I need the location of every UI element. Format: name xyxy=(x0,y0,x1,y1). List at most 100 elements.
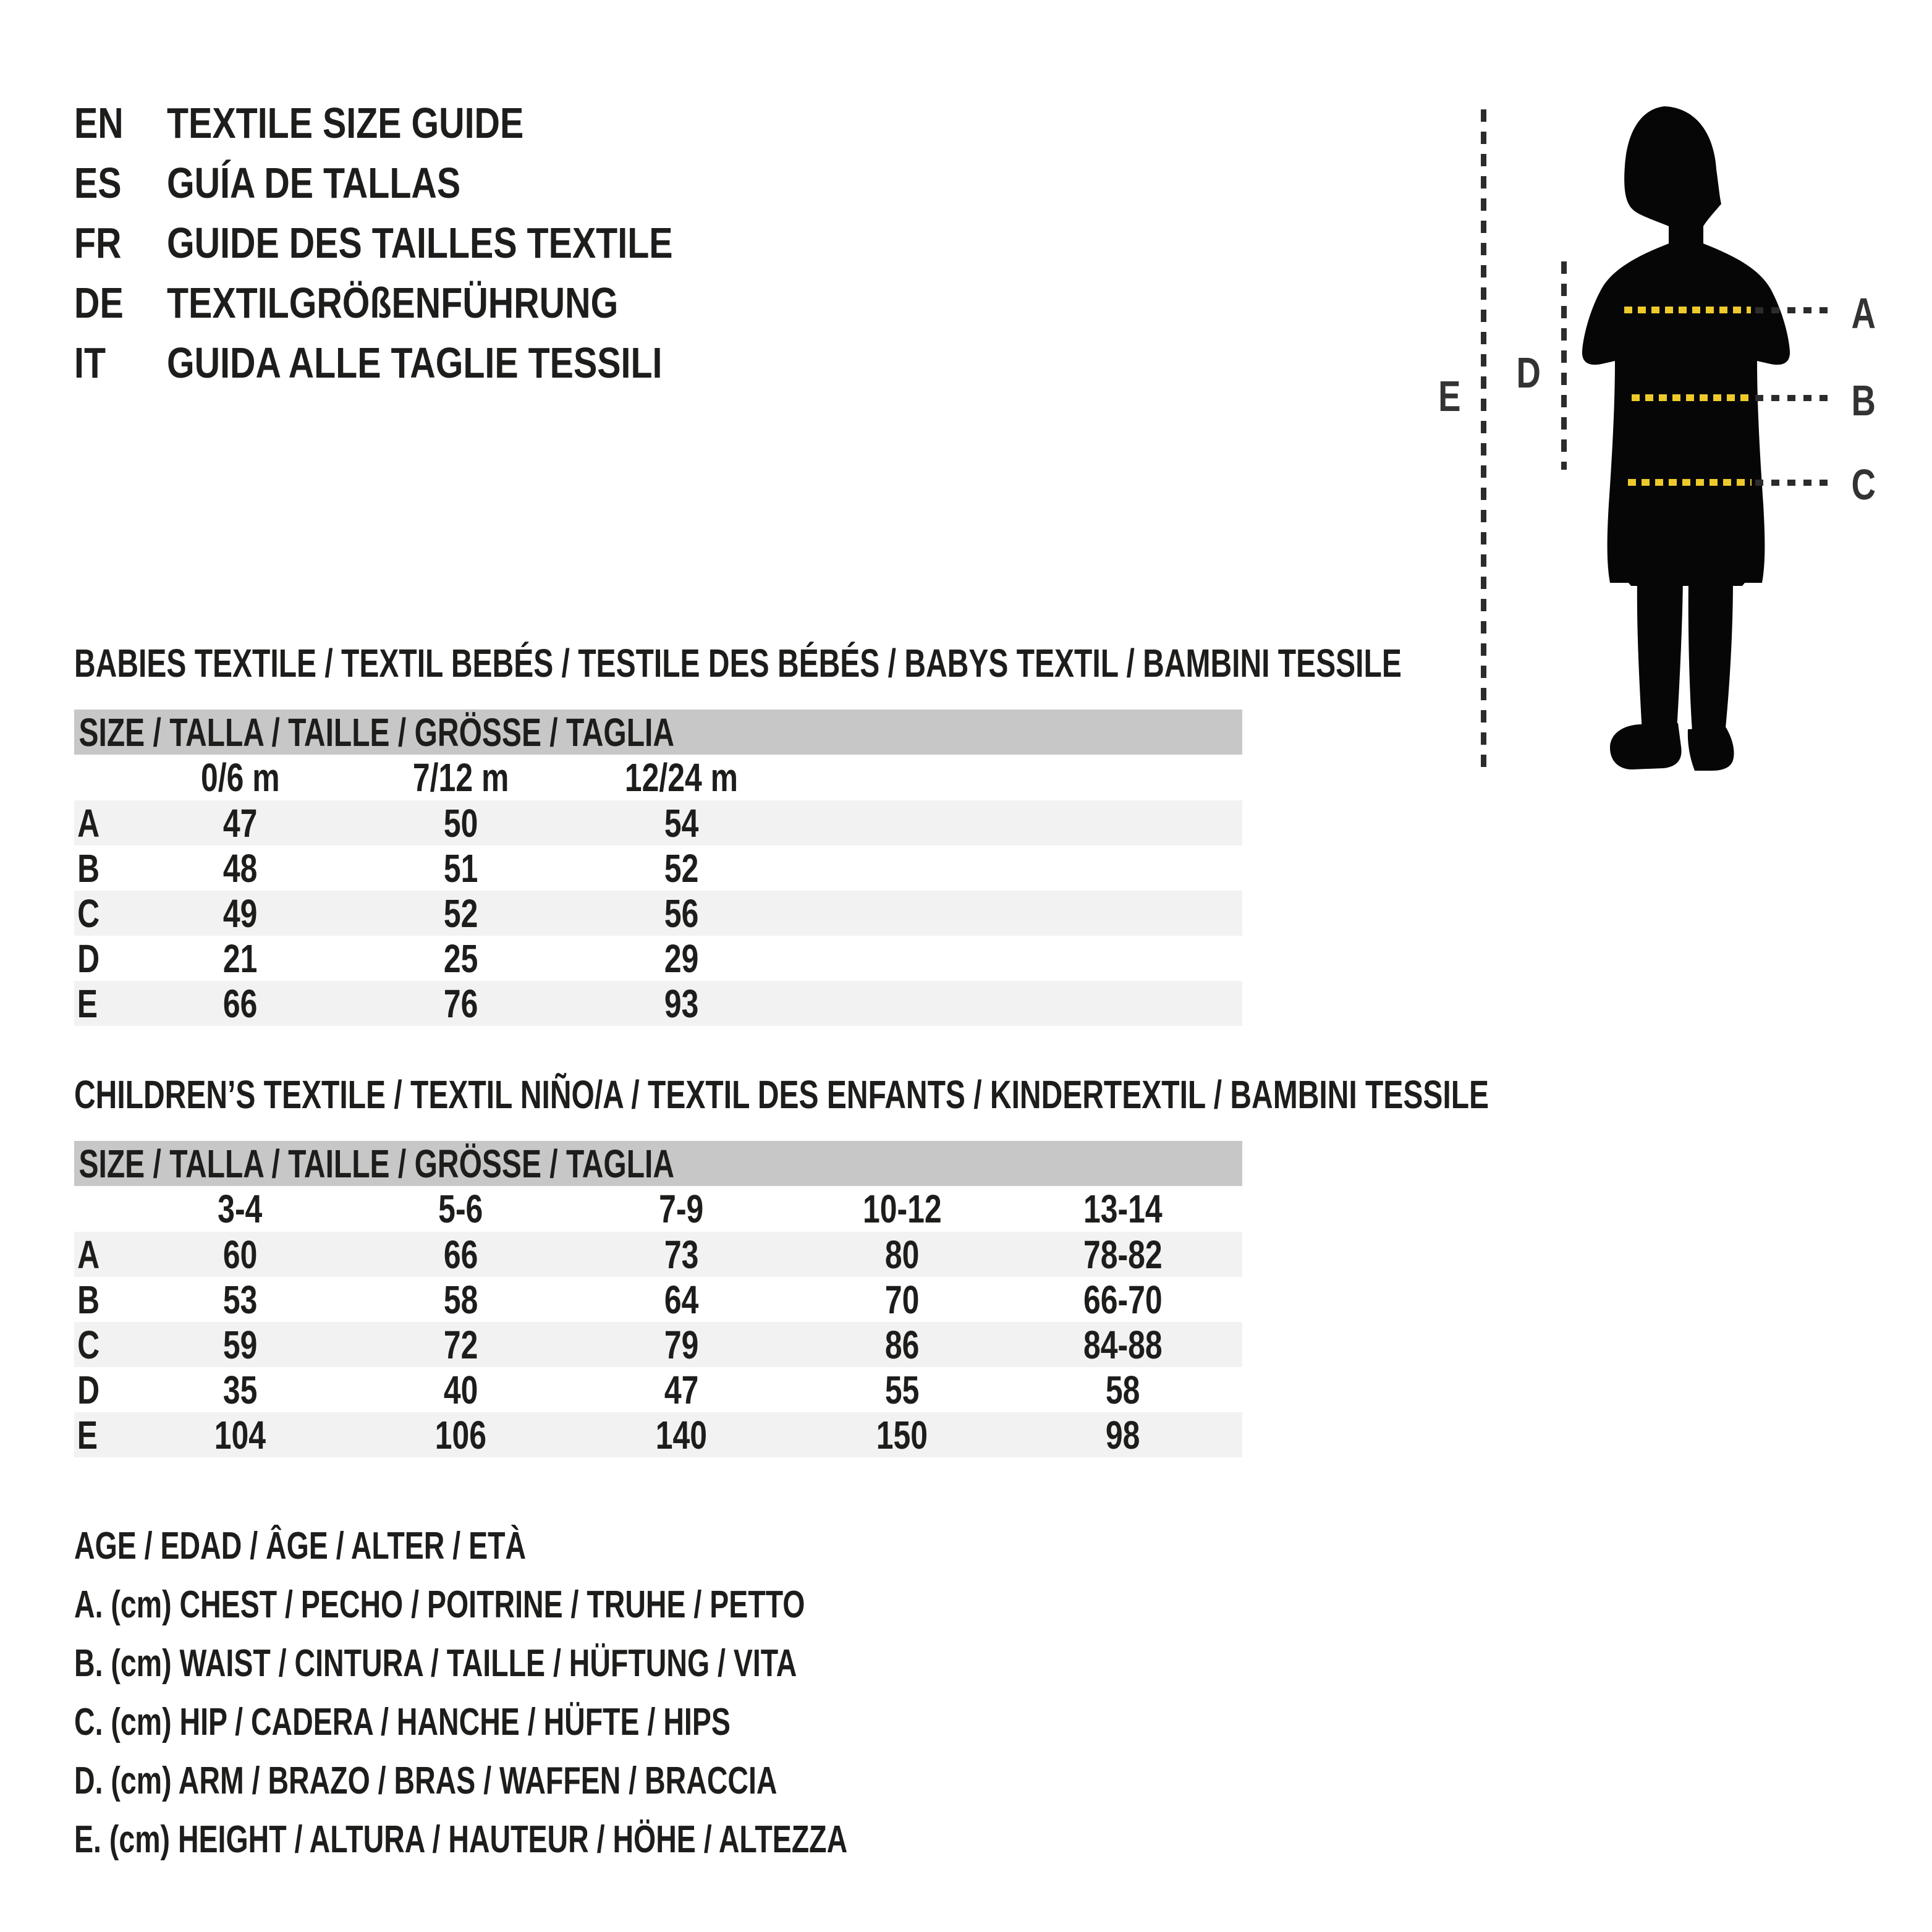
figure-label-e: E xyxy=(1438,372,1461,420)
row-label: E xyxy=(77,1412,98,1457)
language-row-es: ES GUÍA DE TALLAS xyxy=(74,153,784,213)
hip-line-dark xyxy=(1755,480,1834,486)
size-value: 66 xyxy=(222,981,258,1026)
legend-line-arm: D. (cm) ARM / BRAZO / BRAS / WAFFEN / BR… xyxy=(74,1760,777,1802)
size-value: 98 xyxy=(1105,1412,1140,1457)
size-value: 86 xyxy=(884,1322,920,1367)
children-column-header-row: 3-4 5-6 7-9 10-12 13-14 xyxy=(74,1186,1242,1232)
table-row: A 60 66 73 80 78-82 xyxy=(74,1232,1243,1277)
legend-line-height: E. (cm) HEIGHT / ALTURA / HAUTEUR / HÖHE… xyxy=(74,1818,848,1861)
size-value: 35 xyxy=(222,1367,258,1412)
column-header: 5-6 xyxy=(438,1187,483,1231)
children-section-heading: CHILDREN’S TEXTILE / TEXTIL NIÑO/A / TEX… xyxy=(74,1072,1489,1117)
table-row: C 59 72 79 86 84-88 xyxy=(74,1322,1243,1367)
language-title-list: EN TEXTILE SIZE GUIDE ES GUÍA DE TALLAS … xyxy=(74,93,784,392)
figure-label-a: A xyxy=(1851,289,1876,337)
size-header-label: SIZE / TALLA / TAILLE / GRÖSSE / TAGLIA xyxy=(78,1141,675,1186)
language-title: TEXTILE SIZE GUIDE xyxy=(167,98,524,147)
measurement-legend: AGE / EDAD / ÂGE / ALTER / ETÀ A. (cm) C… xyxy=(74,1517,1105,1869)
chest-line-dark xyxy=(1755,307,1834,313)
waist-line-yellow xyxy=(1632,394,1749,401)
language-row-en: EN TEXTILE SIZE GUIDE xyxy=(74,93,784,153)
size-value: 140 xyxy=(655,1412,708,1457)
table-row: B 48 51 52 xyxy=(74,845,1242,891)
size-value: 52 xyxy=(443,891,478,936)
size-value: 50 xyxy=(443,800,478,845)
row-label: B xyxy=(77,1277,100,1322)
language-row-fr: FR GUIDE DES TAILLES TEXTILE xyxy=(74,213,784,273)
legend-line-age: AGE / EDAD / ÂGE / ALTER / ETÀ xyxy=(74,1525,527,1567)
row-label: E xyxy=(77,981,98,1026)
language-title: GUIDE DES TAILLES TEXTILE xyxy=(167,218,673,267)
size-value: 73 xyxy=(664,1232,699,1277)
size-value: 78-82 xyxy=(1083,1232,1163,1277)
hip-line-yellow xyxy=(1628,479,1752,486)
size-header-label: SIZE / TALLA / TAILLE / GRÖSSE / TAGLIA xyxy=(78,710,675,755)
figure-label-b: B xyxy=(1851,376,1876,425)
size-value: 21 xyxy=(222,936,258,981)
size-value: 66-70 xyxy=(1083,1277,1163,1322)
column-header: 12/24 m xyxy=(624,755,739,800)
row-label: C xyxy=(77,891,100,936)
legend-line-chest: A. (cm) CHEST / PECHO / POITRINE / TRUHE… xyxy=(74,1583,805,1626)
child-silhouette xyxy=(1582,106,1790,771)
size-value: 58 xyxy=(443,1277,478,1322)
size-value: 59 xyxy=(222,1322,258,1367)
size-value: 40 xyxy=(443,1367,478,1412)
row-label: C xyxy=(77,1322,100,1367)
language-title: GUÍA DE TALLAS xyxy=(167,158,461,207)
language-title: TEXTILGRÖßENFÜHRUNG xyxy=(167,278,619,327)
size-value: 25 xyxy=(443,936,478,981)
table-row: D 21 25 29 xyxy=(74,936,1242,981)
language-code: ES xyxy=(74,158,122,207)
row-label: B xyxy=(77,845,100,891)
table-row: A 47 50 54 xyxy=(74,800,1243,845)
babies-column-header-row: 0/6 m 7/12 m 12/24 m xyxy=(74,755,1242,800)
size-value: 60 xyxy=(222,1232,258,1277)
legend-line-hip: C. (cm) HIP / CADERA / HANCHE / HÜFTE / … xyxy=(74,1701,731,1743)
column-header: 0/6 m xyxy=(200,755,280,800)
chest-line-yellow xyxy=(1624,307,1751,313)
babies-size-header-bar: SIZE / TALLA / TAILLE / GRÖSSE / TAGLIA xyxy=(74,710,1243,755)
table-row: B 53 58 64 70 66-70 xyxy=(74,1277,1242,1322)
language-row-it: IT GUIDA ALLE TAGLIE TESSILI xyxy=(74,333,784,392)
size-value: 70 xyxy=(884,1277,920,1322)
babies-size-table: SIZE / TALLA / TAILLE / GRÖSSE / TAGLIA … xyxy=(74,710,1243,1026)
size-value: 49 xyxy=(222,891,258,936)
children-size-table: SIZE / TALLA / TAILLE / GRÖSSE / TAGLIA … xyxy=(74,1141,1243,1457)
children-size-header-bar: SIZE / TALLA / TAILLE / GRÖSSE / TAGLIA xyxy=(74,1141,1243,1186)
size-value: 84-88 xyxy=(1083,1322,1163,1367)
table-row: D 35 40 47 55 58 xyxy=(74,1367,1242,1412)
size-value: 56 xyxy=(664,891,699,936)
babies-section-heading: BABIES TEXTILE / TEXTIL BEBÉS / TESTILE … xyxy=(74,641,1402,685)
size-value: 53 xyxy=(222,1277,258,1322)
size-value: 48 xyxy=(222,845,258,891)
figure-label-c: C xyxy=(1851,460,1876,509)
column-header: 3-4 xyxy=(218,1187,263,1231)
size-value: 66 xyxy=(443,1232,478,1277)
size-value: 54 xyxy=(664,800,699,845)
language-code: IT xyxy=(74,338,106,387)
figure-label-d: D xyxy=(1516,349,1541,397)
language-code: DE xyxy=(74,278,124,327)
row-label: A xyxy=(77,1232,100,1277)
size-value: 106 xyxy=(434,1412,487,1457)
size-value: 51 xyxy=(443,845,478,891)
size-value: 47 xyxy=(664,1367,699,1412)
size-value: 150 xyxy=(876,1412,928,1457)
size-value: 93 xyxy=(664,981,699,1026)
size-value: 58 xyxy=(1105,1367,1140,1412)
column-header: 7/12 m xyxy=(412,755,509,800)
column-header: 13-14 xyxy=(1083,1187,1163,1231)
size-value: 80 xyxy=(884,1232,920,1277)
table-row: E 104 106 140 150 98 xyxy=(74,1412,1243,1457)
table-row: C 49 52 56 xyxy=(74,891,1243,936)
language-title: GUIDA ALLE TAGLIE TESSILI xyxy=(167,338,663,387)
size-value: 29 xyxy=(664,936,699,981)
row-label: D xyxy=(77,936,100,981)
size-value: 47 xyxy=(222,800,258,845)
size-value: 76 xyxy=(443,981,478,1026)
size-value: 79 xyxy=(664,1322,699,1367)
column-header: 7-9 xyxy=(659,1187,704,1231)
